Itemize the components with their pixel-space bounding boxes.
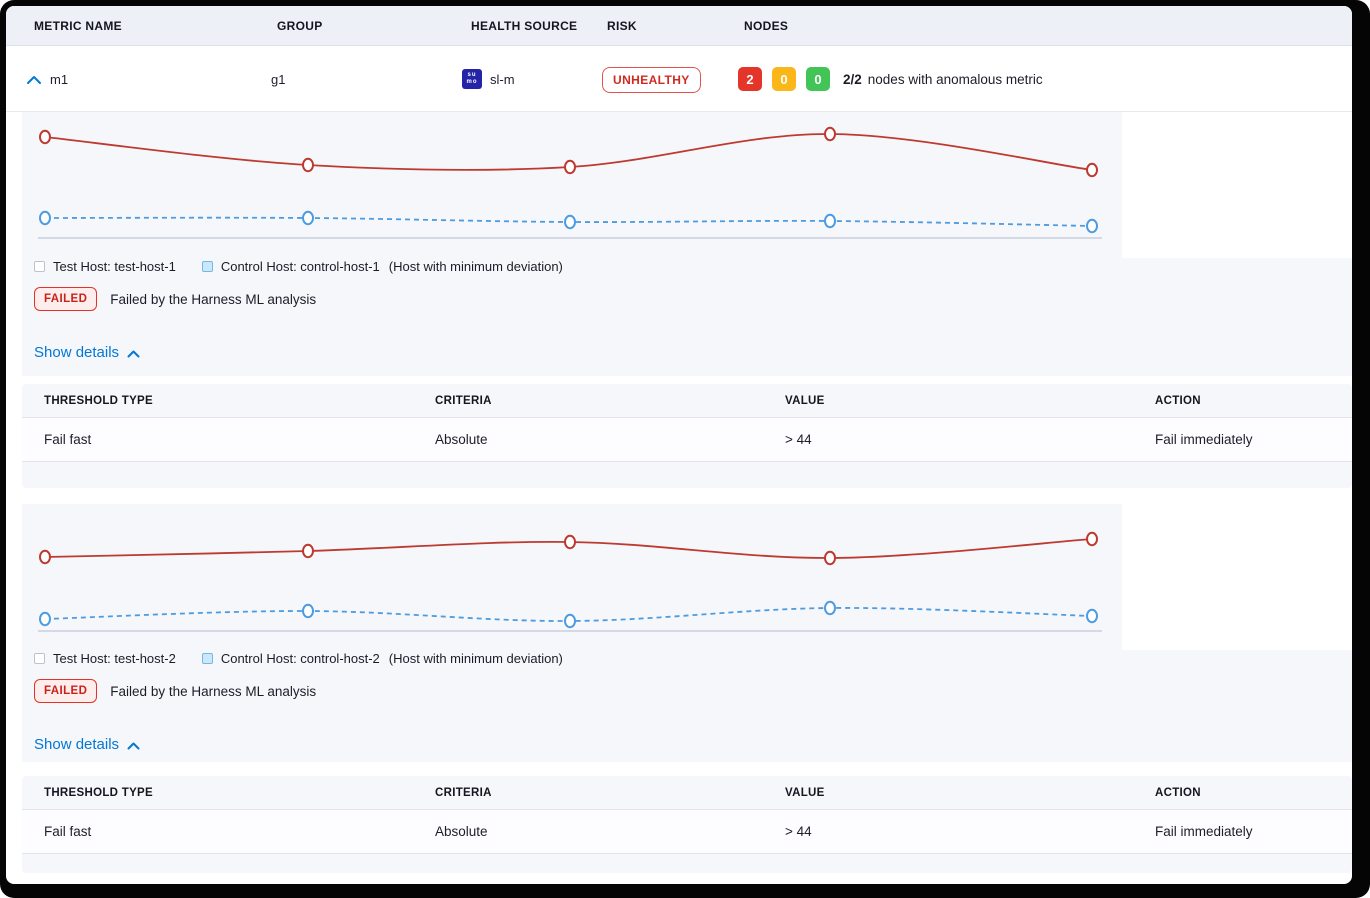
column-header-group: GROUP: [277, 19, 323, 33]
metrics-analysis-view: METRIC NAME GROUP HEALTH SOURCE RISK NOD…: [6, 6, 1352, 884]
chart-side-empty-panel: [1122, 504, 1352, 650]
risk-status-badge: UNHEALTHY: [602, 67, 701, 93]
metric-name: m1: [50, 72, 69, 87]
host-comparison-chart[interactable]: [22, 504, 1122, 650]
test-host-legend-label: Test Host: test-host-1: [53, 259, 176, 274]
threshold-type-cell: Fail fast: [44, 824, 92, 839]
threshold-type-header: THRESHOLD TYPE: [44, 394, 153, 407]
sumologic-health-source-icon: su mo: [462, 69, 482, 89]
column-header-health-source: HEALTH SOURCE: [471, 19, 578, 33]
failed-status-message: Failed by the Harness ML analysis: [110, 291, 317, 307]
chart-legend: Test Host: test-host-1 Control Host: con…: [34, 259, 563, 274]
test-host-legend-checkbox[interactable]: [34, 653, 45, 664]
anomalous-nodes-count-badge: 2: [738, 67, 762, 91]
threshold-type-header: THRESHOLD TYPE: [44, 786, 153, 799]
nodes-cell: 2 0 0 2/2 nodes with anomalous metric: [738, 67, 1043, 91]
group-name: g1: [271, 72, 286, 87]
chart-legend: Test Host: test-host-2 Control Host: con…: [34, 651, 563, 666]
nodes-summary-ratio: 2/2: [843, 71, 862, 87]
control-host-legend-label: Control Host: control-host-2: [220, 651, 380, 666]
control-host-legend-label: Control Host: control-host-1: [220, 259, 380, 274]
threshold-table: THRESHOLD TYPE CRITERIA VALUE ACTION Fai…: [22, 776, 1352, 873]
minimum-deviation-note: (Host with minimum deviation): [388, 651, 563, 666]
column-header-risk: RISK: [607, 19, 637, 33]
sumologic-icon-text-top: su: [467, 72, 477, 78]
chevron-up-icon: [127, 742, 140, 749]
minimum-deviation-note: (Host with minimum deviation): [388, 259, 563, 274]
threshold-table-header: THRESHOLD TYPE CRITERIA VALUE ACTION: [22, 776, 1352, 810]
action-cell: Fail immediately: [1155, 824, 1253, 839]
threshold-table-header: THRESHOLD TYPE CRITERIA VALUE ACTION: [22, 384, 1352, 418]
value-header: VALUE: [785, 786, 825, 799]
sumologic-icon-text-bottom: mo: [466, 79, 478, 85]
control-host-legend-checkbox[interactable]: [201, 261, 213, 272]
failed-status-badge: FAILED: [34, 679, 98, 703]
value-header: VALUE: [785, 394, 825, 407]
health-source-label: sl-m: [490, 72, 515, 87]
failed-status-message: Failed by the Harness ML analysis: [110, 683, 317, 699]
host-analysis-panel: Test Host: test-host-1 Control Host: con…: [22, 112, 1352, 376]
action-header: ACTION: [1155, 786, 1201, 799]
action-header: ACTION: [1155, 394, 1201, 407]
table-header-bar: METRIC NAME GROUP HEALTH SOURCE RISK NOD…: [6, 6, 1352, 46]
analysis-status-row: FAILED Failed by the Harness ML analysis: [34, 679, 316, 703]
host-comparison-chart[interactable]: [22, 112, 1122, 258]
show-details-link[interactable]: Show details: [34, 344, 140, 361]
chart-side-empty-panel: [1122, 112, 1352, 258]
control-host-legend-checkbox[interactable]: [201, 653, 213, 664]
threshold-type-cell: Fail fast: [44, 432, 92, 447]
column-header-metric-name: METRIC NAME: [34, 19, 122, 33]
nodes-summary: 2/2 nodes with anomalous metric: [843, 72, 1043, 87]
column-header-nodes: NODES: [744, 19, 789, 33]
healthy-nodes-count-badge: 0: [806, 67, 830, 91]
threshold-table-row: Fail fast Absolute > 44 Fail immediately: [22, 418, 1352, 462]
threshold-table: THRESHOLD TYPE CRITERIA VALUE ACTION Fai…: [22, 384, 1352, 488]
test-host-legend-checkbox[interactable]: [34, 261, 45, 272]
chevron-up-icon: [127, 350, 140, 357]
criteria-cell: Absolute: [435, 432, 488, 447]
value-cell: > 44: [785, 432, 812, 447]
test-host-legend-label: Test Host: test-host-2: [53, 651, 176, 666]
criteria-header: CRITERIA: [435, 394, 492, 407]
warning-nodes-count-badge: 0: [772, 67, 796, 91]
failed-status-badge: FAILED: [34, 287, 98, 311]
criteria-cell: Absolute: [435, 824, 488, 839]
analysis-status-row: FAILED Failed by the Harness ML analysis: [34, 287, 316, 311]
action-cell: Fail immediately: [1155, 432, 1253, 447]
host-analysis-panel: Test Host: test-host-2 Control Host: con…: [22, 504, 1352, 762]
show-details-label: Show details: [34, 344, 120, 361]
criteria-header: CRITERIA: [435, 786, 492, 799]
show-details-label: Show details: [34, 736, 120, 753]
threshold-table-row: Fail fast Absolute > 44 Fail immediately: [22, 810, 1352, 854]
metric-row: m1 g1 su mo sl-m UNHEALTHY 2 0 0 2/2 node…: [6, 46, 1352, 112]
value-cell: > 44: [785, 824, 812, 839]
show-details-link[interactable]: Show details: [34, 736, 140, 753]
nodes-summary-text: nodes with anomalous metric: [867, 71, 1043, 87]
collapse-chevron-up-icon[interactable]: [26, 73, 42, 85]
